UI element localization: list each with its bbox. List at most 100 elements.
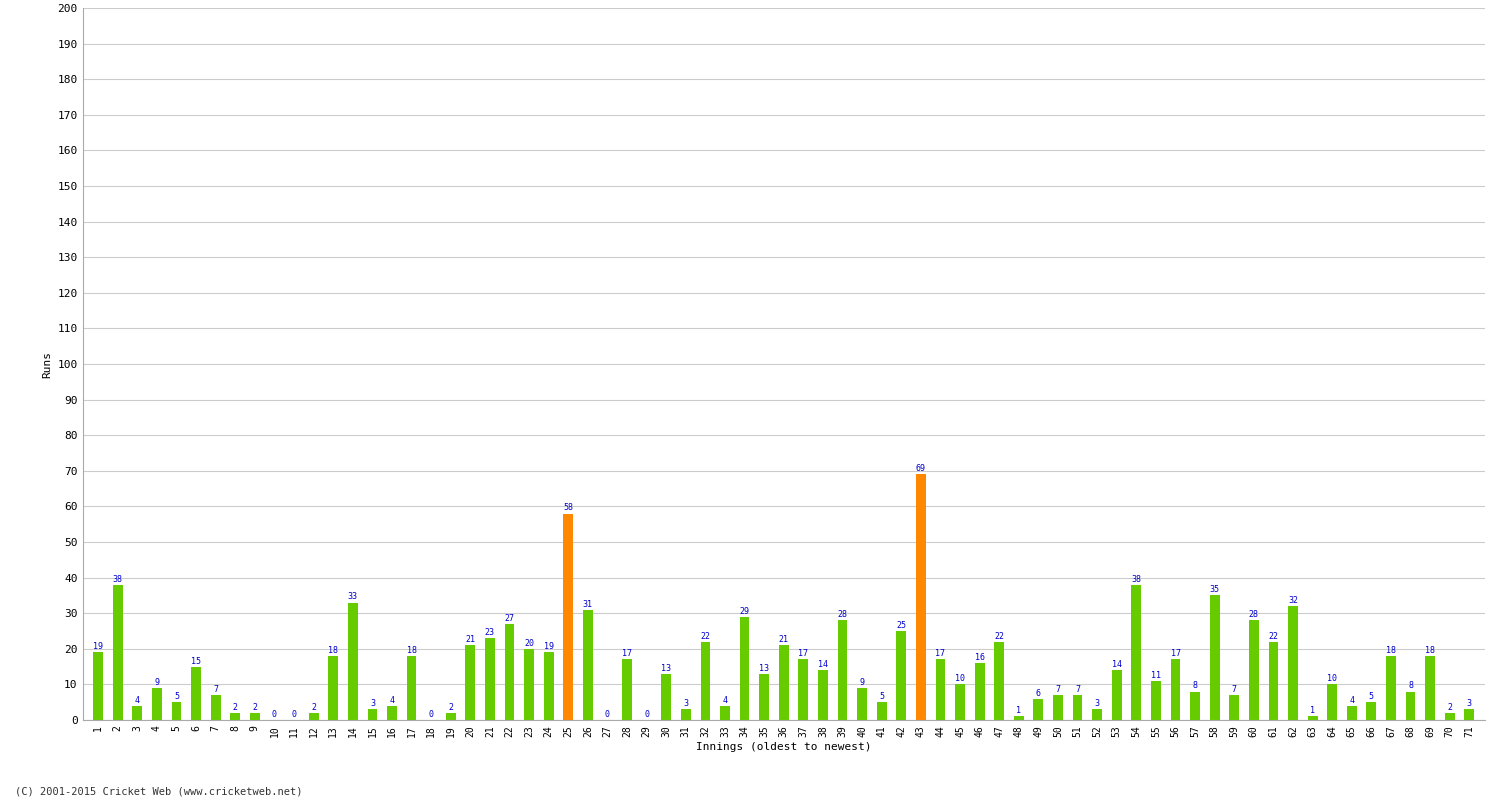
X-axis label: Innings (oldest to newest): Innings (oldest to newest) (696, 742, 871, 752)
Bar (93, 652, 104, 720)
Text: 3: 3 (1467, 699, 1472, 708)
Text: 23: 23 (484, 628, 495, 637)
Bar (622, 659, 632, 720)
Bar (368, 710, 378, 720)
Bar (1131, 585, 1142, 720)
Bar (759, 674, 770, 720)
Bar (1112, 670, 1122, 720)
Bar (1328, 685, 1336, 720)
Text: 0: 0 (272, 710, 278, 719)
Text: 9: 9 (859, 678, 864, 687)
Bar (878, 702, 886, 720)
Bar (1269, 642, 1278, 720)
Bar (112, 585, 123, 720)
Text: 32: 32 (1288, 596, 1298, 605)
Bar (798, 659, 808, 720)
Text: 18: 18 (328, 646, 338, 655)
Text: 28: 28 (837, 610, 848, 619)
Text: 0: 0 (644, 710, 650, 719)
Bar (1210, 595, 1219, 720)
Text: 17: 17 (622, 650, 632, 658)
Text: 18: 18 (1386, 646, 1396, 655)
Text: 4: 4 (723, 696, 728, 705)
Text: 3: 3 (684, 699, 688, 708)
Text: 19: 19 (93, 642, 104, 651)
Text: 1: 1 (1310, 706, 1316, 715)
Text: 58: 58 (564, 503, 573, 513)
Text: 2: 2 (232, 703, 238, 712)
Text: 8: 8 (1192, 682, 1197, 690)
Text: (C) 2001-2015 Cricket Web (www.cricketweb.net): (C) 2001-2015 Cricket Web (www.cricketwe… (15, 786, 303, 796)
Text: 22: 22 (1269, 632, 1278, 641)
Bar (190, 666, 201, 720)
Text: 18: 18 (406, 646, 417, 655)
Text: 7: 7 (213, 685, 217, 694)
Bar (1230, 695, 1239, 720)
Bar (975, 663, 984, 720)
Bar (1347, 706, 1356, 720)
Bar (1444, 713, 1455, 720)
Bar (251, 713, 260, 720)
Bar (348, 602, 357, 720)
Text: 6: 6 (1036, 689, 1041, 698)
Bar (504, 624, 515, 720)
Text: 1: 1 (1017, 706, 1022, 715)
Bar (681, 710, 690, 720)
Text: 5: 5 (879, 692, 884, 701)
Bar (1386, 656, 1396, 720)
Text: 22: 22 (994, 632, 1004, 641)
Bar (856, 688, 867, 720)
Text: 10: 10 (1328, 674, 1336, 683)
Bar (524, 649, 534, 720)
Bar (1288, 606, 1298, 720)
Text: 4: 4 (135, 696, 140, 705)
Text: 7: 7 (1076, 685, 1080, 694)
Text: 5: 5 (174, 692, 178, 701)
Bar (936, 659, 945, 720)
Text: 2: 2 (448, 703, 453, 712)
Bar (584, 610, 592, 720)
Text: 8: 8 (1408, 682, 1413, 690)
Bar (231, 713, 240, 720)
Text: 15: 15 (190, 657, 201, 666)
Text: 17: 17 (936, 650, 945, 658)
Bar (956, 685, 964, 720)
Bar (446, 713, 456, 720)
Bar (1366, 702, 1377, 720)
Bar (1190, 691, 1200, 720)
Bar (1250, 620, 1258, 720)
Text: 21: 21 (778, 635, 789, 644)
Text: 28: 28 (1250, 610, 1258, 619)
Bar (778, 646, 789, 720)
Text: 13: 13 (662, 664, 670, 673)
Bar (309, 713, 318, 720)
Text: 2: 2 (1448, 703, 1452, 712)
Bar (700, 642, 711, 720)
Bar (1308, 717, 1317, 720)
Bar (211, 695, 220, 720)
Bar (544, 652, 554, 720)
Bar (465, 646, 476, 720)
Y-axis label: Runs: Runs (42, 350, 52, 378)
Bar (406, 656, 417, 720)
Bar (1092, 710, 1102, 720)
Text: 17: 17 (1170, 650, 1180, 658)
Text: 18: 18 (1425, 646, 1436, 655)
Bar (1072, 695, 1083, 720)
Text: 3: 3 (1095, 699, 1100, 708)
Text: 9: 9 (154, 678, 159, 687)
Bar (837, 620, 848, 720)
Text: 16: 16 (975, 653, 984, 662)
Text: 33: 33 (348, 593, 358, 602)
Bar (1170, 659, 1180, 720)
Text: 38: 38 (1131, 574, 1142, 584)
Bar (1464, 710, 1474, 720)
Bar (1053, 695, 1064, 720)
Text: 35: 35 (1209, 586, 1219, 594)
Bar (740, 617, 750, 720)
Bar (171, 702, 182, 720)
Bar (387, 706, 398, 720)
Text: 38: 38 (112, 574, 123, 584)
Bar (564, 514, 573, 720)
Text: 0: 0 (429, 710, 433, 719)
